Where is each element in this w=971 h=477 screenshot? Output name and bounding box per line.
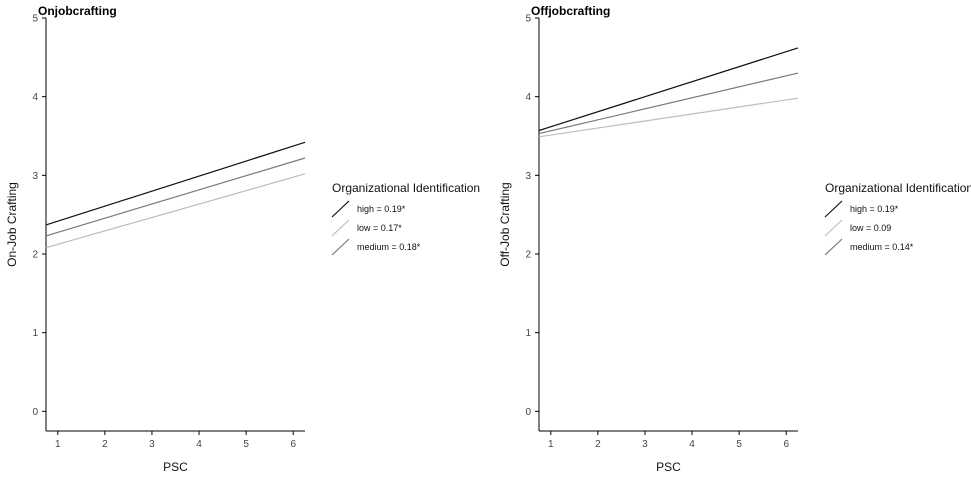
legend-label: high = 0.19* [357, 204, 406, 214]
legend-label: low = 0.17* [357, 223, 402, 233]
y-tick-label: 1 [32, 328, 38, 339]
legend-key [331, 219, 350, 237]
series-line-1 [538, 47, 799, 132]
legend: Organizational Identification high = 0.19… [824, 181, 971, 256]
legend-label: high = 0.19* [850, 204, 899, 214]
y-tick-label: 3 [525, 171, 531, 182]
x-tick-label: 5 [243, 439, 249, 450]
legend-key [331, 238, 350, 256]
legend-title: Organizational Identification [825, 181, 971, 195]
series-line-2 [45, 173, 306, 249]
y-tick-label: 2 [32, 250, 38, 261]
chart-title: Offjobcrafting [531, 4, 610, 18]
x-tick-label: 5 [736, 439, 742, 450]
x-tick-label: 1 [55, 439, 61, 450]
legend-label: medium = 0.14* [850, 242, 914, 252]
x-tick-label: 3 [642, 439, 648, 450]
series-line-3 [538, 72, 799, 135]
series-line-3 [45, 157, 306, 237]
y-tick-label: 0 [32, 407, 38, 418]
x-axis-label: PSC [656, 460, 681, 474]
x-tick-label: 4 [689, 439, 695, 450]
y-tick-label: 5 [32, 14, 38, 25]
legend: Organizational Identification high = 0.19… [331, 181, 480, 256]
legend-title: Organizational Identification [332, 181, 480, 195]
x-tick-label: 6 [783, 439, 789, 450]
legend-label: low = 0.09 [850, 223, 891, 233]
y-axis-label: Off-Job Crafting [498, 182, 512, 266]
legend-key [824, 219, 843, 237]
y-axis-label: On-Job Crafting [5, 182, 19, 267]
x-tick-label: 2 [102, 439, 108, 450]
series-line-1 [45, 141, 306, 226]
chart-title: Onjobcrafting [38, 4, 117, 18]
legend-key [331, 200, 350, 218]
series-line-2 [538, 97, 799, 138]
y-tick-label: 4 [525, 92, 531, 103]
x-axis-label: PSC [163, 460, 188, 474]
x-tick-label: 3 [149, 439, 155, 450]
x-tick-label: 4 [196, 439, 202, 450]
x-tick-label: 1 [548, 439, 554, 450]
y-tick-label: 5 [525, 14, 531, 25]
legend-key [824, 200, 843, 218]
y-tick-label: 3 [32, 171, 38, 182]
chart-panel-1: Onjobcrafting 0 1 2 3 4 5 1 2 3 4 5 6 PSC On-Job Craft… [5, 4, 480, 474]
y-tick-label: 2 [525, 250, 531, 261]
y-tick-label: 1 [525, 328, 531, 339]
y-tick-label: 0 [525, 407, 531, 418]
chart-panel-2: Offjobcrafting 0 1 2 3 4 5 1 2 3 4 5 6 PSC Off-Job Cra… [498, 4, 971, 474]
x-tick-label: 6 [290, 439, 296, 450]
y-tick-label: 4 [32, 92, 38, 103]
legend-key [824, 238, 843, 256]
x-tick-label: 2 [595, 439, 601, 450]
legend-label: medium = 0.18* [357, 242, 421, 252]
